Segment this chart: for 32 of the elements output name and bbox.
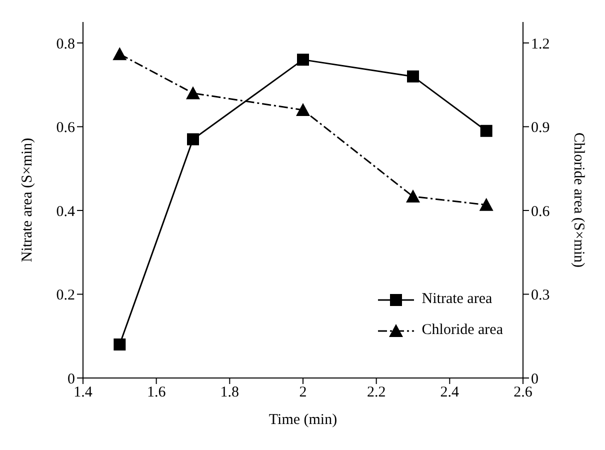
legend-label: Chloride area [422, 322, 503, 339]
x-tick-label: 1.6 [146, 384, 166, 401]
y2-tick-label: 0.3 [531, 288, 550, 304]
y2-tick-label: 0 [531, 371, 538, 388]
point [480, 124, 492, 137]
y-tick-label: 0.4 [56, 204, 76, 220]
y2-tick-label: 1.2 [531, 36, 550, 52]
y-tick-label: 0.6 [56, 120, 76, 136]
point [479, 198, 494, 211]
y-tick-label: 0.8 [56, 36, 75, 52]
point [114, 338, 126, 350]
x-tick-label: 1.4 [74, 384, 93, 401]
point [187, 133, 199, 146]
x-tick-label: 2.4 [440, 384, 460, 401]
point [406, 190, 420, 203]
point [296, 102, 310, 116]
point [297, 54, 309, 66]
y2-tick-label: 0.6 [531, 204, 550, 220]
y2-tick-label: 0.9 [531, 120, 550, 136]
point [407, 70, 419, 82]
x-tick-label: 2 [299, 384, 307, 401]
x-tick-label: 1.8 [220, 384, 240, 401]
x-tick-label: 2.6 [514, 384, 533, 401]
legend-label: Nitrate area [422, 291, 492, 308]
x-tick-label: 2.2 [366, 384, 386, 401]
y2-axis-title: Chloride area (S×min) [570, 132, 587, 268]
y-tick-label: 0.2 [56, 288, 75, 304]
x-axis-title: Time (min) [268, 412, 338, 428]
point [112, 47, 127, 60]
y-axis-title: Nitrate area (S×min) [19, 138, 36, 262]
y-tick-label: 0 [68, 371, 75, 388]
point [186, 86, 200, 100]
